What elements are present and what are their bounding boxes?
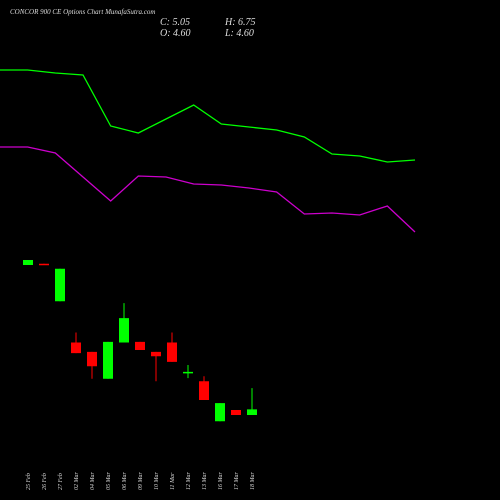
candle-body	[23, 260, 33, 265]
x-tick-label: 11 Mar	[170, 472, 176, 490]
x-tick-label: 27 Feb	[58, 473, 64, 490]
candle-body	[215, 403, 225, 422]
x-tick-label: 25 Feb	[26, 473, 32, 490]
x-tick-label: 06 Mar	[122, 472, 128, 490]
low-label: L: 4.60	[224, 28, 254, 39]
candle-body	[87, 351, 97, 367]
open-label: O: 4.60	[160, 28, 191, 39]
close-label: C: 5.05	[160, 17, 190, 28]
x-tick-label: 13 Mar	[202, 472, 208, 490]
candle-body	[199, 381, 209, 400]
candle-body	[231, 410, 241, 415]
candle-body	[135, 341, 145, 350]
candle-body	[247, 409, 257, 415]
candle-body	[119, 318, 129, 343]
candle-body	[103, 341, 113, 379]
candle-body	[151, 351, 161, 357]
chart-title: CONCOR 900 CE Options Chart MunafaSutra.…	[10, 8, 155, 16]
high-label: H: 6.75	[224, 17, 256, 28]
candle-body	[71, 342, 81, 354]
x-tick-label: 09 Mar	[138, 472, 144, 490]
x-tick-label: 17 Mar	[234, 472, 240, 490]
indicator-line	[0, 69, 416, 163]
indicator-line	[0, 146, 416, 233]
candle-body	[183, 371, 193, 374]
x-tick-label: 26 Feb	[42, 473, 48, 490]
x-tick-label: 18 Mar	[250, 472, 256, 490]
x-tick-label: 16 Mar	[218, 472, 224, 490]
candle-body	[167, 342, 177, 362]
x-tick-label: 04 Mar	[89, 472, 96, 490]
x-tick-label: 05 Mar	[106, 472, 112, 490]
x-tick-label: 10 Mar	[154, 472, 160, 490]
x-tick-label: 02 Mar	[74, 472, 80, 490]
candle-body	[39, 263, 49, 266]
x-tick-label: 12 Mar	[186, 472, 192, 490]
candle-body	[55, 268, 65, 302]
